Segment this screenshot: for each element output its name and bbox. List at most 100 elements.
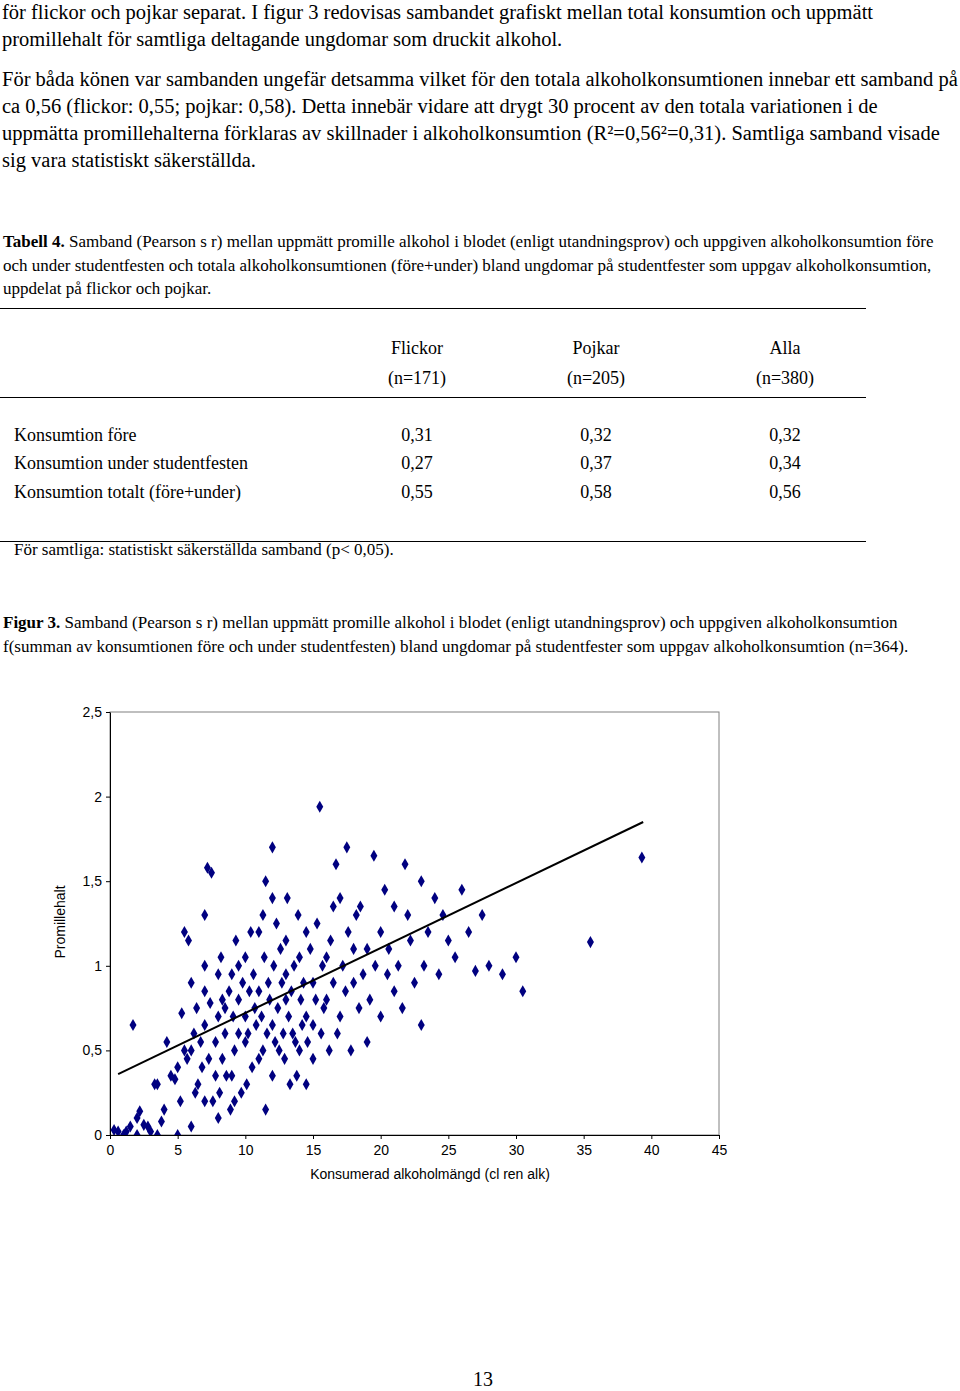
point: [219, 994, 226, 1006]
point: [297, 994, 304, 1006]
point: [339, 960, 346, 972]
point: [312, 994, 319, 1006]
point: [194, 1078, 201, 1090]
point: [144, 1121, 151, 1133]
point: [184, 1053, 191, 1065]
point: [163, 1036, 170, 1048]
y-tick: 1,5: [83, 873, 110, 889]
point: [181, 926, 188, 938]
point: [292, 1036, 299, 1048]
point: [343, 841, 350, 853]
x-tick: 45: [712, 1135, 728, 1158]
point: [130, 1019, 137, 1031]
point: [147, 1126, 154, 1135]
y-tick-label: 1,5: [83, 873, 103, 889]
x-tick-mark: [110, 1135, 111, 1139]
point: [207, 997, 214, 1009]
x-tick-mark: [719, 1135, 720, 1139]
y-axis-line: [110, 713, 111, 1136]
point: [479, 909, 486, 921]
point: [167, 1070, 174, 1082]
point: [272, 1036, 279, 1048]
point: [295, 909, 302, 921]
y-tick-label: 0: [94, 1127, 102, 1143]
point: [201, 909, 208, 921]
point: [282, 934, 289, 946]
table-cell: 0,32: [526, 425, 666, 446]
caption-space: [60, 613, 64, 632]
point: [274, 1002, 281, 1014]
table-rule: [0, 541, 866, 542]
point: [120, 1129, 127, 1135]
point: [239, 977, 246, 989]
point: [262, 1104, 269, 1116]
point: [513, 951, 520, 963]
point: [235, 1027, 242, 1039]
x-axis-title: Konsumerad alkoholmängd (cl ren alk): [310, 1166, 550, 1182]
x-tick-mark: [584, 1135, 585, 1139]
point: [435, 968, 442, 980]
point: [249, 1061, 256, 1073]
point: [282, 994, 289, 1006]
point: [347, 1044, 354, 1056]
point: [323, 994, 330, 1006]
point: [235, 960, 242, 972]
point: [208, 867, 215, 879]
point: [350, 943, 357, 955]
point: [201, 1095, 208, 1107]
point: [458, 884, 465, 896]
x-tick-mark: [313, 1135, 314, 1139]
x-axis: 051015202530354045: [107, 1135, 728, 1158]
caption-label: Figur 3.: [3, 613, 60, 632]
point: [226, 985, 233, 997]
plot-frame: [110, 712, 719, 1135]
y-axis-title: Promillehalt: [52, 885, 68, 958]
point: [499, 968, 506, 980]
y-tick-label: 1: [94, 958, 102, 974]
x-tick: 0: [107, 1135, 115, 1158]
x-tick-mark: [178, 1135, 179, 1139]
point: [357, 901, 364, 913]
point: [278, 977, 285, 989]
point: [255, 1053, 262, 1065]
x-tick-mark: [245, 1135, 246, 1139]
point: [228, 1070, 235, 1082]
x-tick-label: 10: [238, 1142, 254, 1158]
point: [259, 909, 266, 921]
table-cell: 0,56: [715, 482, 855, 503]
point: [269, 841, 276, 853]
chart: 05101520253035404500,511,522,5Konsumerad…: [0, 0, 960, 1391]
point: [251, 1002, 258, 1014]
point: [395, 960, 402, 972]
point: [323, 951, 330, 963]
point: [127, 1121, 134, 1133]
point: [201, 960, 208, 972]
table-cell: 0,58: [526, 482, 666, 503]
x-tick-label: 15: [306, 1142, 322, 1158]
table-cell: 0,31: [347, 425, 487, 446]
y-tick-label: 0,5: [83, 1042, 103, 1058]
point: [638, 851, 645, 863]
point: [219, 1053, 226, 1065]
point: [215, 968, 222, 980]
point: [285, 1011, 292, 1023]
column-header: Flickor: [347, 338, 487, 359]
x-tick: 5: [174, 1135, 182, 1158]
table-cell: 0,55: [347, 482, 487, 503]
row-label: Konsumtion före: [14, 425, 136, 446]
table-cell: 0,34: [715, 453, 855, 474]
point: [230, 1011, 237, 1023]
point: [372, 960, 379, 972]
point: [134, 1129, 141, 1135]
point: [255, 985, 262, 997]
point: [265, 977, 272, 989]
point: [270, 960, 277, 972]
x-tick-mark: [448, 1135, 449, 1139]
point: [181, 1044, 188, 1056]
point: [228, 968, 235, 980]
point: [485, 960, 492, 972]
point: [303, 926, 310, 938]
point: [261, 951, 268, 963]
point: [307, 943, 314, 955]
point: [337, 892, 344, 904]
